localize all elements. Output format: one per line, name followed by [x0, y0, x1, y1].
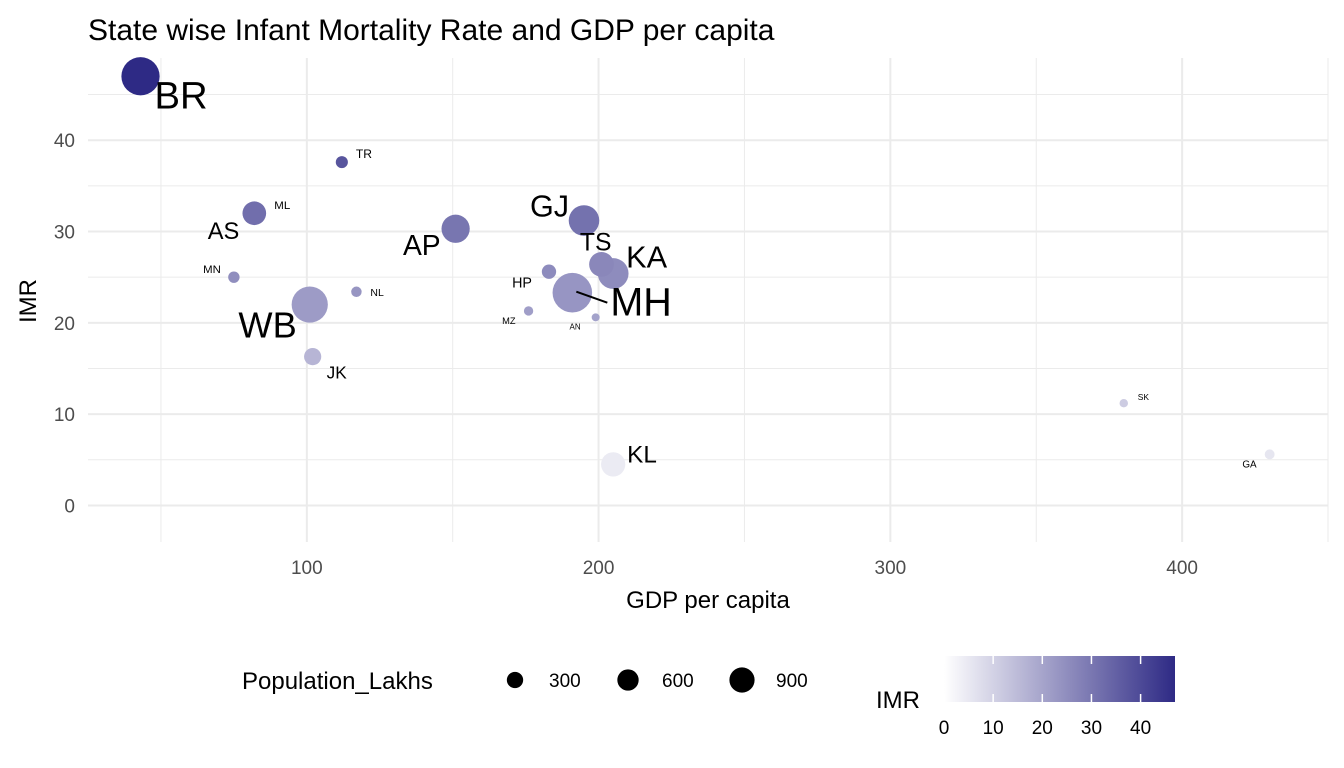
- label-kl: KL: [627, 441, 657, 468]
- point-nl: [351, 286, 362, 298]
- grid: [88, 58, 1329, 542]
- point-labels: BR TR ML AS AP GJ MN NL WB TS KA HP MH MZ AN JK KL SK GA: [155, 74, 1258, 470]
- point-kl: [601, 452, 626, 477]
- size-legend-key: [617, 669, 639, 691]
- size-legend: Population_Lakhs 300 600 900: [242, 667, 808, 695]
- size-legend-label: 300: [549, 671, 581, 692]
- label-tr: TR: [356, 147, 372, 161]
- point-an: [591, 313, 600, 322]
- point-ml: [248, 207, 261, 219]
- label-ml: ML: [274, 200, 290, 212]
- label-br: BR: [155, 74, 208, 117]
- point-sk: [1119, 398, 1128, 408]
- x-tick-labels: 100 200 300 400: [291, 558, 1198, 579]
- y-tick-label: 40: [54, 131, 75, 152]
- x-axis-title: GDP per capita: [626, 587, 790, 614]
- point-mh: [552, 272, 593, 313]
- point-wb: [291, 286, 328, 323]
- label-as: AS: [208, 219, 240, 245]
- data-points: [121, 57, 1275, 477]
- y-tick-label: 30: [54, 223, 75, 244]
- label-mz: MZ: [502, 316, 516, 326]
- point-ga: [1264, 449, 1275, 460]
- size-legend-key: [506, 671, 524, 689]
- color-legend-label: 30: [1081, 718, 1102, 739]
- point-tr: [335, 156, 348, 169]
- label-hp: HP: [512, 276, 532, 292]
- x-tick-label: 100: [291, 558, 323, 579]
- color-legend-label: 0: [939, 718, 950, 739]
- y-axis-title: IMR: [15, 279, 42, 323]
- point-hp: [541, 264, 557, 279]
- label-ga: GA: [1242, 459, 1257, 470]
- size-legend-title: Population_Lakhs: [242, 668, 433, 695]
- y-tick-label: 0: [64, 496, 75, 517]
- point-ts: [589, 252, 614, 277]
- point-jk: [304, 348, 322, 366]
- point-ap: [441, 214, 470, 243]
- y-tick-labels: 0 10 20 30 40: [54, 131, 75, 517]
- label-jk: JK: [327, 363, 348, 383]
- label-gj: GJ: [530, 190, 569, 224]
- color-legend-label: 40: [1130, 718, 1151, 739]
- size-legend-label: 900: [776, 671, 808, 692]
- x-tick-label: 200: [583, 558, 615, 579]
- x-tick-label: 300: [875, 558, 907, 579]
- label-wb: WB: [238, 305, 296, 346]
- label-mh: MH: [610, 281, 671, 325]
- size-legend-key: [729, 667, 755, 693]
- label-nl: NL: [370, 288, 384, 299]
- color-legend-title: IMR: [876, 687, 920, 714]
- point-mn: [228, 271, 240, 283]
- point-br: [121, 57, 160, 96]
- color-legend-label: 10: [983, 718, 1004, 739]
- x-tick-label: 400: [1166, 558, 1198, 579]
- label-leader-mh: [575, 290, 608, 304]
- point-gj: [568, 205, 600, 236]
- y-tick-label: 10: [54, 405, 75, 426]
- color-legend-bar: [944, 656, 1175, 702]
- chart-title: State wise Infant Mortality Rate and GDP…: [88, 14, 775, 47]
- point-mz: [523, 306, 534, 316]
- label-sk: SK: [1138, 392, 1150, 402]
- label-mn: MN: [203, 264, 221, 276]
- label-ka: KA: [626, 240, 667, 275]
- label-an: AN: [570, 322, 581, 331]
- color-legend: IMR 0 10 20 30 40: [876, 656, 1175, 739]
- label-ts: TS: [580, 229, 612, 256]
- color-legend-label: 20: [1032, 718, 1053, 739]
- y-tick-label: 20: [54, 314, 75, 335]
- size-legend-label: 600: [662, 671, 694, 692]
- label-ap: AP: [403, 229, 441, 261]
